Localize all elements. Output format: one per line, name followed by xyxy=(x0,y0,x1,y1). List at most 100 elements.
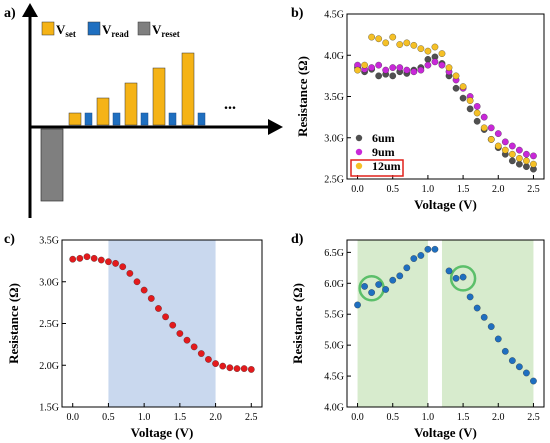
data-point xyxy=(247,366,255,373)
shaded-region xyxy=(441,240,534,407)
y-tick-label: 3.0G xyxy=(39,277,59,288)
data-point xyxy=(396,64,404,71)
data-point xyxy=(176,330,184,337)
x-tick-label: 1.0 xyxy=(422,184,435,195)
data-point xyxy=(76,255,84,262)
y-tick-label: 2.5G xyxy=(324,175,344,186)
legend-label: 9um xyxy=(372,145,395,159)
y-tick-label: 6.0G xyxy=(324,279,344,290)
legend-label: Vread xyxy=(102,22,129,39)
data-point xyxy=(438,50,446,57)
panel-a-label: a) xyxy=(4,6,16,21)
data-point xyxy=(424,61,432,69)
data-point xyxy=(205,356,212,363)
data-point xyxy=(459,273,467,281)
data-point xyxy=(219,362,227,370)
data-point xyxy=(83,253,91,261)
legend-highlight-box xyxy=(350,159,404,177)
data-point xyxy=(375,281,383,288)
data-point xyxy=(382,286,390,293)
data-point xyxy=(69,255,77,263)
y-tick-label: 6.5G xyxy=(324,248,344,259)
data-point xyxy=(240,365,248,372)
data-point xyxy=(212,360,219,367)
data-point xyxy=(375,35,383,43)
data-point xyxy=(487,136,495,143)
x-tick-label: 2.0 xyxy=(492,412,505,423)
data-point xyxy=(375,61,383,69)
x-tick-label: 0.0 xyxy=(351,184,364,195)
data-point xyxy=(473,109,481,117)
y-tick-label: 2.5G xyxy=(39,319,59,330)
data-point xyxy=(523,163,530,170)
data-point xyxy=(368,64,375,71)
data-point xyxy=(403,264,411,272)
y-tick-label: 3.5G xyxy=(324,92,344,103)
data-point xyxy=(523,369,530,377)
data-point xyxy=(169,321,177,329)
legend-label: 12um xyxy=(372,159,401,173)
data-point xyxy=(473,117,481,125)
data-point xyxy=(494,335,502,343)
data-point xyxy=(147,295,155,302)
shaded-region xyxy=(108,240,216,407)
data-point xyxy=(403,66,411,74)
y-tick-label: 4.5G xyxy=(324,10,344,21)
x-tick-label: 1.0 xyxy=(138,412,151,423)
data-point xyxy=(530,377,537,385)
data-point xyxy=(162,313,169,321)
x-tick-label: 2.5 xyxy=(245,412,258,423)
v-read-bar xyxy=(168,112,177,126)
data-point xyxy=(487,323,495,330)
y-tick-label: 3.5G xyxy=(39,236,59,247)
plot-frame xyxy=(346,239,545,408)
data-point xyxy=(445,267,453,275)
legend-label: 6um xyxy=(372,131,395,145)
x-tick-label: 2.5 xyxy=(527,184,540,195)
v-set-bar xyxy=(124,82,138,126)
data-point xyxy=(473,103,481,110)
y-tick-label: 1.5G xyxy=(39,403,59,414)
data-point xyxy=(183,336,191,344)
data-point xyxy=(487,124,495,132)
data-point xyxy=(417,66,425,74)
v-set-bar xyxy=(181,52,195,126)
y-tick-label: 3.0G xyxy=(324,133,344,144)
data-point xyxy=(410,255,418,262)
v-reset-bar xyxy=(40,128,64,202)
legend-label: Vset xyxy=(56,22,76,39)
data-point xyxy=(508,142,516,150)
shaded-region xyxy=(357,240,428,407)
v-set-bar xyxy=(96,97,110,126)
panel-label: c) xyxy=(4,232,15,247)
legend-swatch xyxy=(41,21,55,36)
legend-label: Vreset xyxy=(152,22,180,39)
data-point xyxy=(501,347,509,355)
y-axis-label: Resistance (Ω) xyxy=(6,283,21,364)
data-point xyxy=(473,304,481,312)
data-point xyxy=(424,47,432,55)
data-point xyxy=(112,260,119,267)
data-point xyxy=(501,138,509,146)
data-point xyxy=(368,33,375,41)
y-tick-label: 2.0G xyxy=(39,361,59,372)
data-point xyxy=(530,160,537,168)
v-set-bar xyxy=(68,112,82,126)
data-point xyxy=(403,39,411,47)
data-point xyxy=(155,305,162,312)
legend-swatch xyxy=(137,21,151,36)
data-point xyxy=(445,64,453,71)
panel-label: d) xyxy=(291,232,304,247)
data-point xyxy=(119,263,127,271)
y-axis-label: Resistance (Ω) xyxy=(290,283,305,364)
data-point xyxy=(382,39,390,47)
x-tick-label: 0.5 xyxy=(386,412,399,423)
x-tick-label: 0.5 xyxy=(102,412,115,423)
data-point xyxy=(466,105,474,113)
y-tick-label: 4.0G xyxy=(324,403,344,414)
data-point xyxy=(197,350,205,357)
x-tick-label: 2.0 xyxy=(492,184,505,195)
data-point xyxy=(480,313,488,321)
data-point xyxy=(424,56,432,63)
